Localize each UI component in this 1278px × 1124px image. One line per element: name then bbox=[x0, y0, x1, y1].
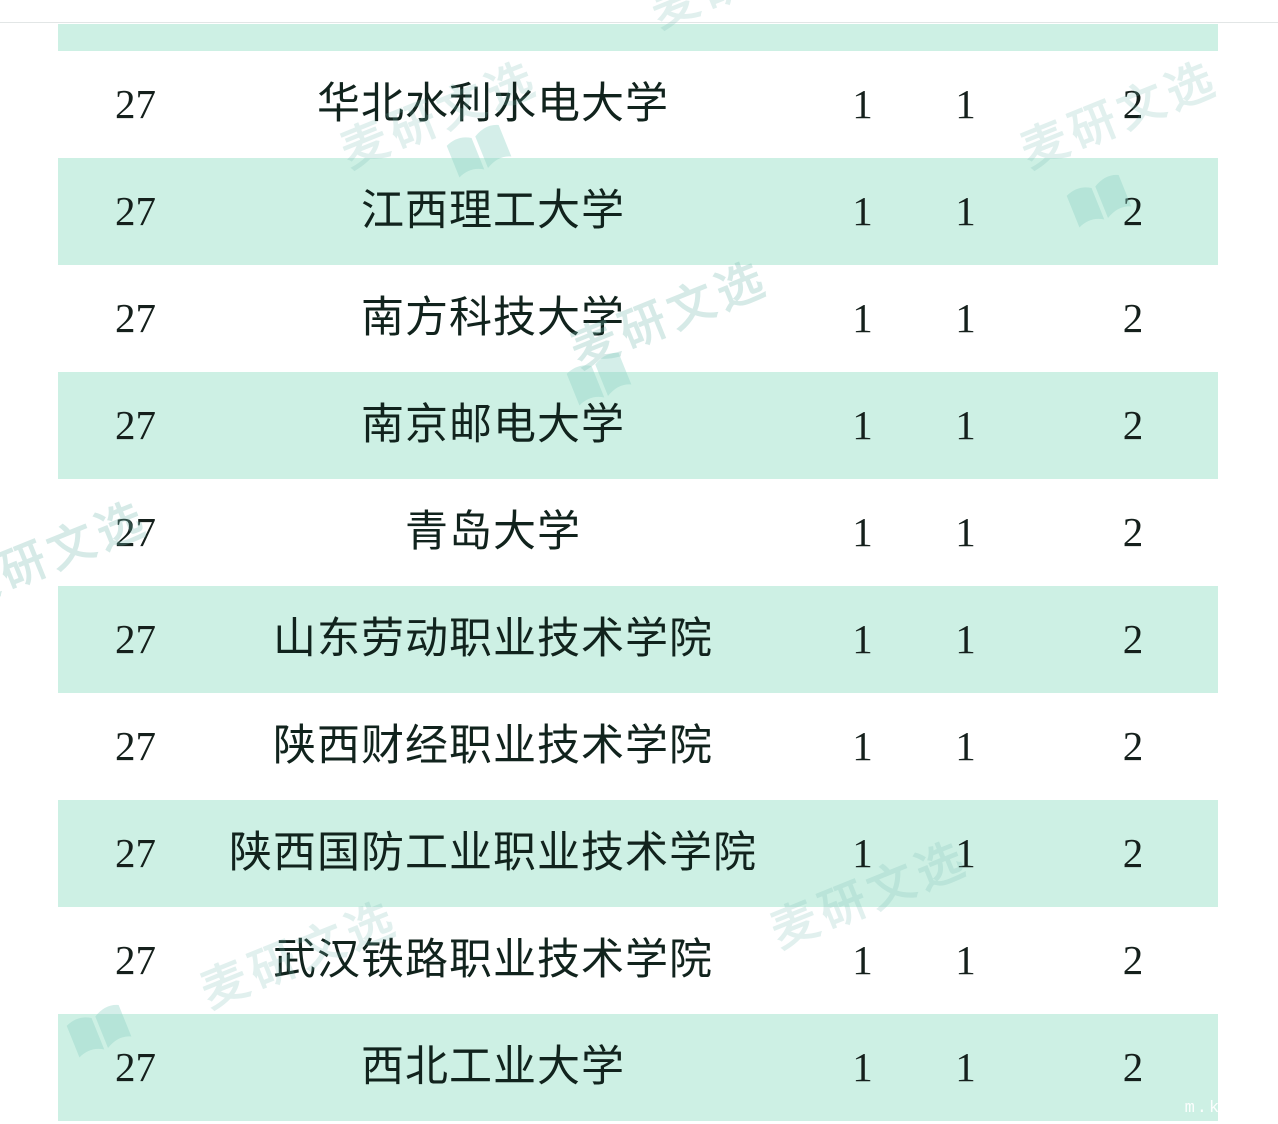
table-row[interactable]: 27 华北水利水电大学 1 1 2 bbox=[58, 51, 1218, 158]
cell-corresponding-author-count: 1 bbox=[955, 509, 976, 555]
table-row[interactable]: 27 江西理工大学 1 1 2 bbox=[58, 158, 1218, 265]
ranking-table: 27 华北水利水电大学 1 1 2 27 江西理工大学 1 1 2 27 南方科技大学 1 1 2 27 南京邮… bbox=[58, 0, 1218, 1121]
cell-first-author-count: 1 bbox=[852, 295, 873, 341]
cell-corresponding-author-count: 1 bbox=[955, 402, 976, 448]
table-body: 27 华北水利水电大学 1 1 2 27 江西理工大学 1 1 2 27 南方科技大学 1 1 2 27 南京邮… bbox=[58, 51, 1218, 1121]
cell-rank: 27 bbox=[115, 509, 156, 555]
cell-institution-name: 陕西财经职业技术学院 bbox=[273, 722, 713, 770]
cell-first-author-count: 1 bbox=[852, 616, 873, 662]
table-row[interactable]: 27 山东劳动职业技术学院 1 1 2 bbox=[58, 586, 1218, 693]
table-row[interactable]: 27 西北工业大学 1 1 2 bbox=[58, 1014, 1218, 1121]
cell-rank: 27 bbox=[115, 295, 156, 341]
cell-institution-name: 南方科技大学 bbox=[361, 294, 625, 342]
cell-first-author-count: 1 bbox=[852, 81, 873, 127]
cell-corresponding-author-count: 1 bbox=[955, 81, 976, 127]
cell-total-count: 2 bbox=[1122, 723, 1144, 769]
cell-first-author-count: 1 bbox=[852, 188, 873, 234]
cell-total-count: 2 bbox=[1122, 830, 1144, 876]
cell-first-author-count: 1 bbox=[852, 830, 873, 876]
cell-first-author-count: 1 bbox=[852, 509, 873, 555]
cell-total-count: 2 bbox=[1122, 1044, 1144, 1090]
cell-rank: 27 bbox=[115, 81, 156, 127]
cell-rank: 27 bbox=[115, 937, 156, 983]
cell-institution-name: 陕西国防工业职业技术学院 bbox=[229, 829, 757, 877]
cell-first-author-count: 1 bbox=[852, 937, 873, 983]
table-row[interactable]: 27 南京邮电大学 1 1 2 bbox=[58, 372, 1218, 479]
cell-total-count: 2 bbox=[1122, 402, 1144, 448]
table-row[interactable]: 27 陕西国防工业职业技术学院 1 1 2 bbox=[58, 800, 1218, 907]
table-row[interactable]: 27 南方科技大学 1 1 2 bbox=[58, 265, 1218, 372]
cell-total-count: 2 bbox=[1122, 509, 1144, 555]
cell-institution-name: 江西理工大学 bbox=[361, 187, 625, 235]
cell-total-count: 2 bbox=[1122, 937, 1144, 983]
cell-corresponding-author-count: 1 bbox=[955, 830, 976, 876]
table-row[interactable]: 27 武汉铁路职业技术学院 1 1 2 bbox=[58, 907, 1218, 1014]
cell-corresponding-author-count: 1 bbox=[955, 937, 976, 983]
cell-corresponding-author-count: 1 bbox=[955, 723, 976, 769]
table-row-partial bbox=[58, 24, 1218, 51]
cell-corresponding-author-count: 1 bbox=[955, 188, 976, 234]
cell-rank: 27 bbox=[115, 402, 156, 448]
cell-total-count: 2 bbox=[1122, 295, 1144, 341]
cell-institution-name: 山东劳动职业技术学院 bbox=[273, 615, 713, 663]
cell-first-author-count: 1 bbox=[852, 402, 873, 448]
table-top-gap bbox=[58, 0, 1218, 24]
cell-corresponding-author-count: 1 bbox=[955, 616, 976, 662]
cell-total-count: 2 bbox=[1122, 188, 1144, 234]
cell-corresponding-author-count: 1 bbox=[955, 1044, 976, 1090]
cell-rank: 27 bbox=[115, 1044, 156, 1090]
top-divider bbox=[0, 22, 1278, 23]
cell-institution-name: 华北水利水电大学 bbox=[317, 80, 669, 128]
cell-first-author-count: 1 bbox=[852, 723, 873, 769]
table-row[interactable]: 27 陕西财经职业技术学院 1 1 2 bbox=[58, 693, 1218, 800]
cell-institution-name: 南京邮电大学 bbox=[361, 401, 625, 449]
cell-institution-name: 西北工业大学 bbox=[361, 1043, 625, 1091]
cell-rank: 27 bbox=[115, 723, 156, 769]
cell-total-count: 2 bbox=[1122, 81, 1144, 127]
cell-first-author-count: 1 bbox=[852, 1044, 873, 1090]
cell-institution-name: 武汉铁路职业技术学院 bbox=[273, 936, 713, 984]
cell-corresponding-author-count: 1 bbox=[955, 295, 976, 341]
cell-institution-name: 青岛大学 bbox=[405, 508, 581, 556]
cell-total-count: 2 bbox=[1122, 616, 1144, 662]
cell-rank: 27 bbox=[115, 188, 156, 234]
cell-rank: 27 bbox=[115, 616, 156, 662]
cell-rank: 27 bbox=[115, 830, 156, 876]
table-row[interactable]: 27 青岛大学 1 1 2 bbox=[58, 479, 1218, 586]
